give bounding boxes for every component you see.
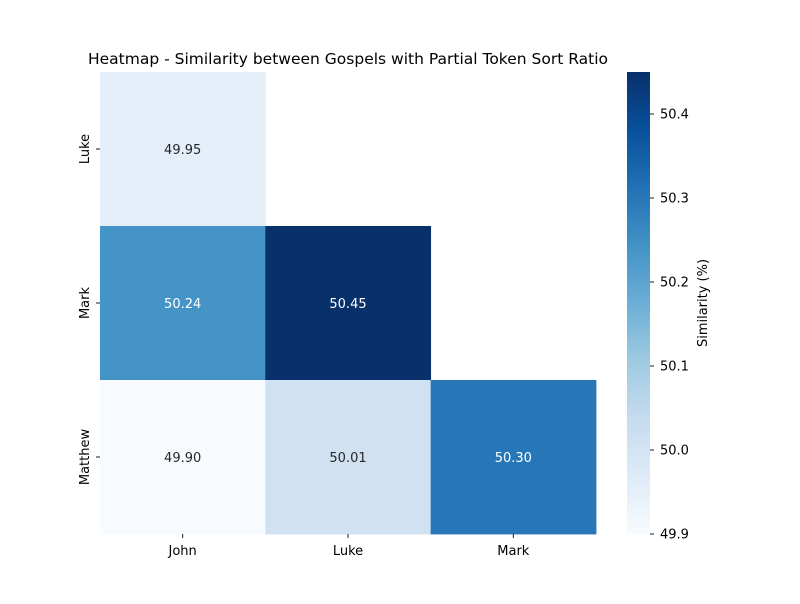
heatmap-cell-matthew-john: [100, 380, 266, 535]
x-tick-label-luke: Luke: [333, 544, 363, 559]
cell-value-label: 50.45: [329, 297, 366, 312]
y-tick-label-matthew: Matthew: [78, 429, 93, 486]
heatmap-cell-luke-john: [100, 72, 266, 227]
colorbar-tick-label: 50.3: [660, 192, 689, 207]
cell-value-label: 50.01: [329, 451, 366, 466]
colorbar-tick-label: 50.4: [660, 108, 689, 123]
colorbar-ticks: 49.9 50.0 50.1 50.2 50.3 50.4: [650, 108, 689, 543]
colorbar-tick-label: 49.9: [660, 528, 689, 543]
heatmap-cell-matthew-luke: [265, 380, 432, 535]
heatmap-cell-labels: 49.95 50.24 50.45 49.90 50.01 50.30: [164, 143, 532, 466]
y-tick-label-luke: Luke: [78, 134, 93, 164]
cell-value-label: 49.95: [164, 143, 201, 158]
colorbar-gradient: [627, 72, 650, 534]
heatmap-cell-mark-luke: [265, 226, 432, 381]
cell-value-label: 50.30: [495, 451, 532, 466]
x-tick-label-mark: Mark: [497, 544, 530, 559]
x-axis: John Luke Mark: [168, 534, 530, 559]
colorbar-tick-label: 50.1: [660, 360, 689, 375]
chart-title: Heatmap - Similarity between Gospels wit…: [88, 50, 608, 68]
cell-value-label: 49.90: [164, 451, 201, 466]
x-tick-label-john: John: [168, 544, 197, 559]
heatmap-cells: [100, 72, 597, 535]
heatmap-cell-mark-john: [100, 226, 266, 381]
cell-value-label: 50.24: [164, 297, 201, 312]
colorbar: [627, 72, 650, 534]
y-axis: Luke Mark Matthew: [78, 134, 100, 485]
colorbar-tick-label: 50.2: [660, 276, 689, 291]
colorbar-label: Similarity (%): [696, 259, 711, 347]
heatmap-cell-matthew-mark: [430, 380, 597, 535]
colorbar-tick-label: 50.0: [660, 444, 689, 459]
y-tick-label-mark: Mark: [78, 287, 93, 320]
